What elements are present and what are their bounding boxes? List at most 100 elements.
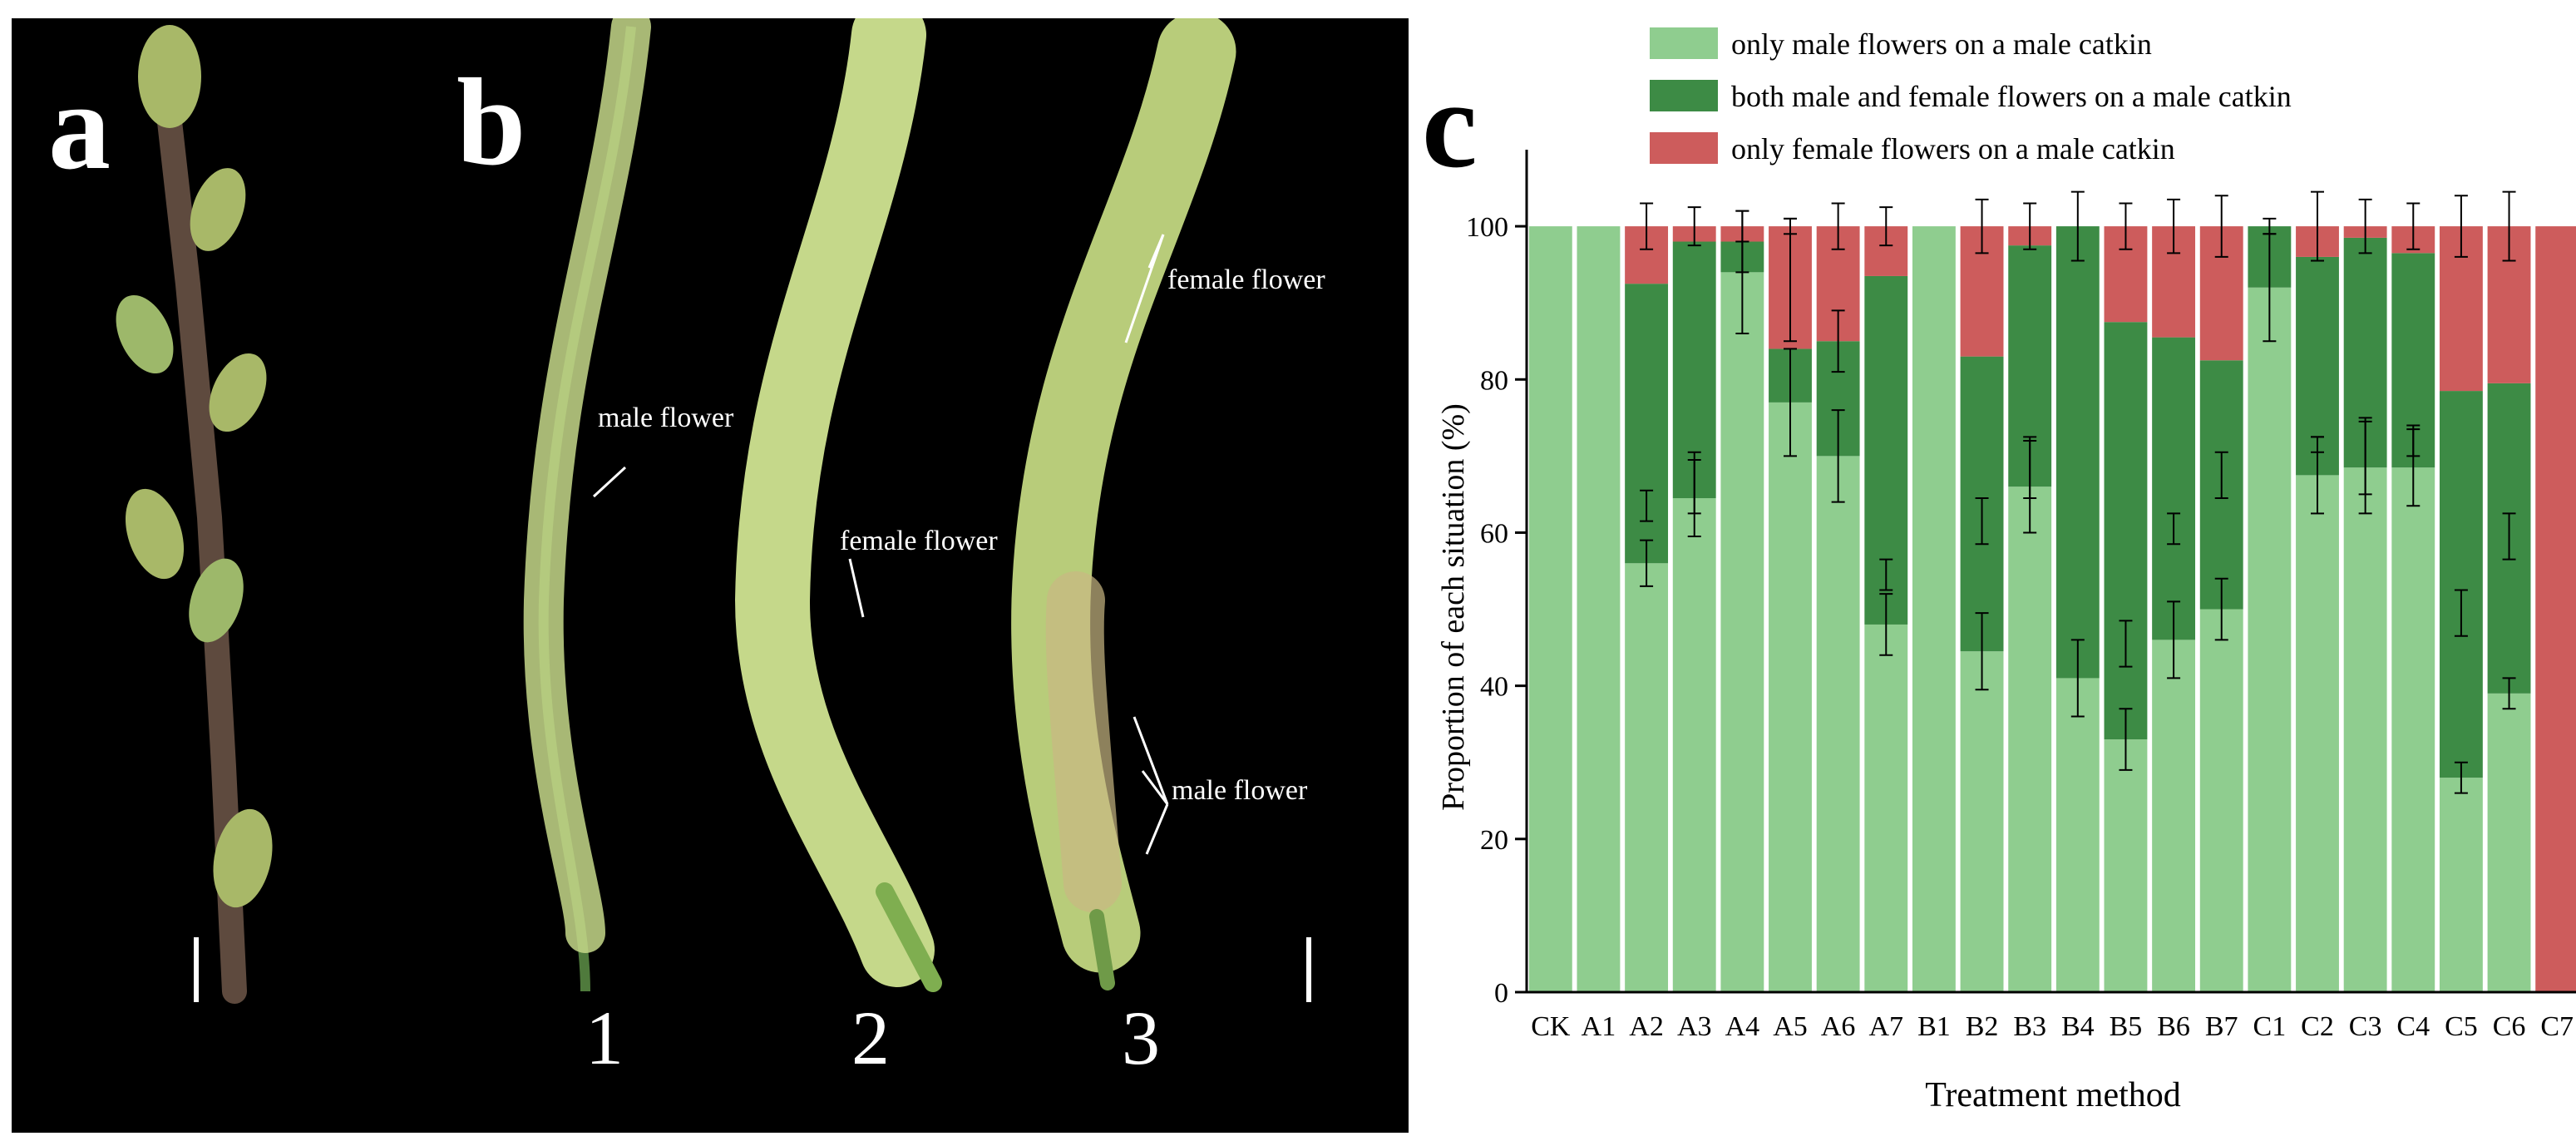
- error-bar-male-only-C6: [2502, 677, 2516, 710]
- error-bar-top-A7: [1879, 206, 1893, 247]
- y-tick-label-40: 40: [1480, 672, 1508, 703]
- bar-male-only-A2: [1625, 563, 1669, 992]
- pointer-male-flower-3b: [1141, 770, 1169, 805]
- error-bar-male-only-A7: [1879, 593, 1893, 656]
- error-bar-male-only-B2: [1975, 612, 1989, 691]
- legend: only male flowers on a male catkin both m…: [1650, 27, 2292, 165]
- error-bar-top-B2: [1975, 198, 1989, 254]
- error-bar-female-only-B5: [2119, 620, 2133, 668]
- error-bar-male-only-A2: [1640, 539, 1654, 587]
- bars-layer: [1528, 226, 2576, 992]
- bar-male-only-C2: [2296, 475, 2339, 992]
- x-tick-label-C6: C6: [2493, 1011, 2526, 1042]
- x-tick-label-B4: B4: [2061, 1011, 2095, 1042]
- bar-male-only-C6: [2487, 693, 2531, 992]
- error-bar-female-only-A2: [1640, 489, 1654, 522]
- pointer-female-flower-3b: [1147, 234, 1165, 269]
- error-bar-male-only-B5: [2119, 708, 2133, 771]
- bar-female-only-C7: [2535, 226, 2576, 992]
- error-bar-top-B4: [2070, 190, 2085, 262]
- photo-illustration: [116, 18, 1311, 1004]
- label-female-flower-3: female flower: [1167, 264, 1325, 295]
- sample-number-2: 2: [851, 995, 890, 1080]
- x-tick-label-B6: B6: [2157, 1011, 2190, 1042]
- axes-layer: CK A1 A2 A3 A4 A5 A6 A7 B1 B2 B3 B4 B5 B6 B7 C1 C2 C3 C4 C5…: [1466, 150, 2576, 1042]
- catkin-3-photo: [1011, 18, 1236, 990]
- error-bar-female-only-B7: [2214, 451, 2228, 500]
- error-bar-male-only-B4: [2070, 639, 2085, 718]
- x-axis-title: Treatment method: [1925, 1076, 2181, 1114]
- error-bar-top-A2: [1640, 202, 1654, 250]
- catkin-2-photo: [734, 18, 942, 992]
- y-tick-label-20: 20: [1480, 825, 1508, 856]
- x-tick-label-A4: A4: [1725, 1011, 1760, 1042]
- sample-number-3: 3: [1122, 995, 1160, 1080]
- x-tick-label-B5: B5: [2110, 1011, 2143, 1042]
- twig-with-buds-photo: [116, 25, 273, 1004]
- error-bar-top-C4: [2406, 202, 2421, 250]
- bar-male-only-A3: [1672, 498, 1716, 992]
- x-tick-label-C3: C3: [2349, 1011, 2382, 1042]
- pointer-male-flower-1: [592, 466, 627, 498]
- error-bar-female-only-B2: [1975, 497, 1989, 546]
- error-bar-top-C2: [2311, 190, 2324, 262]
- stacked-bar-chart: CK A1 A2 A3 A4 A5 A6 A7 B1 B2 B3 B4 B5 B6 B7 C1 C2 C3 C4 C5…: [1436, 27, 2576, 1114]
- bar-male-only-B4: [2055, 678, 2100, 992]
- legend-label-male-only: only male flowers on a male catkin: [1731, 27, 2152, 61]
- legend-label-both: both male and female flowers on a male c…: [1731, 80, 2292, 113]
- x-tick-label-CK: CK: [1531, 1011, 1571, 1042]
- x-tick-label-C5: C5: [2445, 1011, 2478, 1042]
- error-bar-male-only-A6: [1831, 409, 1845, 503]
- bar-male-only-B6: [2152, 640, 2196, 992]
- y-axis-title: Proportion of each situation (%): [1436, 403, 1471, 811]
- error-bar-top-A3: [1687, 206, 1701, 247]
- pointer-female-flower-3a: [1124, 234, 1165, 343]
- error-bar-female-only-A3: [1687, 451, 1701, 515]
- error-bar-top-C3: [2358, 198, 2372, 254]
- x-tick-label-C7: C7: [2540, 1011, 2574, 1042]
- pointer-male-flower-3c: [1145, 803, 1169, 855]
- pointer-female-flower-2: [848, 558, 865, 618]
- y-tick-label-0: 0: [1494, 978, 1508, 1009]
- x-tick-label-A7: A7: [1868, 1011, 1903, 1042]
- x-tick-label-B3: B3: [2013, 1011, 2046, 1042]
- x-tick-label-C4: C4: [2396, 1011, 2430, 1042]
- error-bar-male-only-B7: [2214, 577, 2228, 641]
- bar-male-only-B3: [2008, 487, 2052, 992]
- bar-male-only-A4: [1720, 272, 1764, 992]
- error-bar-female-only-B6: [2167, 512, 2181, 546]
- error-bar-female-only-C2: [2311, 436, 2324, 453]
- label-male-flower-1: male flower: [598, 403, 734, 433]
- error-bar-top-C1: [2263, 217, 2277, 235]
- error-bar-top-B5: [2119, 202, 2133, 250]
- photo-panel: a b male flower female flower female flo…: [12, 18, 1409, 1133]
- bar-male-only-CK: [1528, 226, 1572, 992]
- error-bar-top-B6: [2167, 198, 2181, 254]
- y-tick-label-80: 80: [1480, 365, 1508, 396]
- bar-male-only-B2: [1960, 651, 2004, 992]
- y-tick-label-100: 100: [1466, 212, 1508, 243]
- bar-male-only-B5: [2104, 739, 2148, 992]
- label-female-flower-2: female flower: [840, 526, 998, 556]
- bar-both-C5: [2439, 391, 2483, 778]
- bar-male-only-C5: [2439, 778, 2483, 992]
- x-tick-label-A6: A6: [1821, 1011, 1856, 1042]
- legend-swatch-male-only: [1650, 27, 1718, 59]
- bar-male-only-A1: [1577, 226, 1621, 992]
- error-bar-top-B3: [2023, 202, 2037, 250]
- x-tick-label-C1: C1: [2253, 1011, 2287, 1042]
- sample-number-1: 1: [585, 995, 624, 1080]
- x-tick-label-B7: B7: [2205, 1011, 2238, 1042]
- y-tick-label-60: 60: [1480, 518, 1508, 549]
- legend-swatch-female-only: [1650, 132, 1718, 164]
- bar-male-only-A5: [1769, 402, 1812, 992]
- legend-label-female-only: only female flowers on a male catkin: [1731, 132, 2175, 165]
- x-tick-label-B1: B1: [1917, 1011, 1951, 1042]
- x-tick-label-A1: A1: [1582, 1011, 1616, 1042]
- error-bar-male-only-B6: [2167, 600, 2181, 679]
- bar-both-B4: [2055, 226, 2100, 679]
- error-bar-male-only-C5: [2454, 761, 2468, 794]
- error-bar-female-only-C3: [2358, 417, 2372, 496]
- error-bars-layer: [1640, 190, 2516, 794]
- bar-both-B5: [2104, 322, 2148, 740]
